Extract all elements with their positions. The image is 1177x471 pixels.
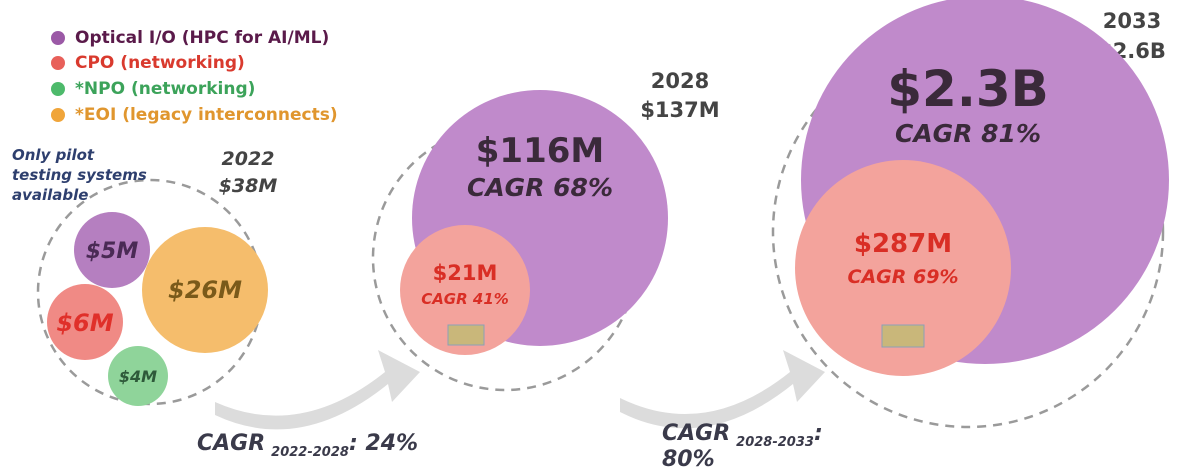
bubble-label: $5M xyxy=(86,239,139,264)
bubble-cagr: CAGR 68% xyxy=(467,173,613,202)
arrow-label: CAGR 2022-2028: 24% xyxy=(197,431,418,460)
legend-dot xyxy=(51,56,65,70)
total: $137M xyxy=(640,98,719,122)
legend-label: CPO (networking) xyxy=(75,53,245,73)
note: testing systems xyxy=(12,166,147,184)
chip-icon xyxy=(882,325,924,347)
note: Only pilot xyxy=(12,146,95,164)
bubble-label: $4M xyxy=(119,367,157,386)
arrow xyxy=(215,350,420,429)
arrow xyxy=(620,350,825,428)
legend-label: *EOI (legacy interconnects) xyxy=(75,105,338,125)
period: 2022-2028 xyxy=(271,445,349,460)
year: 2022 xyxy=(222,148,275,170)
year: 2028 xyxy=(651,69,709,93)
legend-dot xyxy=(51,82,65,96)
legend-label: *NPO (networking) xyxy=(75,79,255,99)
bubble-cagr: CAGR 41% xyxy=(421,290,509,308)
infographic: Optical I/O (HPC for AI/ML) CPO (network… xyxy=(0,0,1177,471)
bubble-value: $21M xyxy=(433,261,498,285)
separator: : xyxy=(814,421,823,446)
arrow-rate: 80% xyxy=(662,447,715,471)
legend: Optical I/O (HPC for AI/ML) CPO (network… xyxy=(51,28,338,125)
bubble-value: $2.3B xyxy=(887,60,1048,118)
chip-icon xyxy=(448,325,484,345)
legend-dot xyxy=(51,31,65,45)
note: available xyxy=(12,186,88,204)
bubble-cagr: CAGR 81% xyxy=(895,119,1041,148)
legend-dot xyxy=(51,108,65,122)
cagr: CAGR xyxy=(662,421,730,446)
bubble-cagr: CAGR 69% xyxy=(848,266,959,288)
bubble-value: $116M xyxy=(476,131,604,171)
period: 2028-2033 xyxy=(736,435,814,450)
rate: : 24% xyxy=(349,431,418,456)
bubble-value: $287M xyxy=(854,229,952,259)
cagr: CAGR xyxy=(197,431,265,456)
total: $38M xyxy=(219,175,278,197)
year: 2033 xyxy=(1103,9,1161,33)
bubble-label: $6M xyxy=(56,309,113,337)
bubble-label: $26M xyxy=(168,276,242,304)
legend-label: Optical I/O (HPC for AI/ML) xyxy=(75,28,329,48)
arrow-label: CAGR 2028-2033: xyxy=(662,421,823,450)
